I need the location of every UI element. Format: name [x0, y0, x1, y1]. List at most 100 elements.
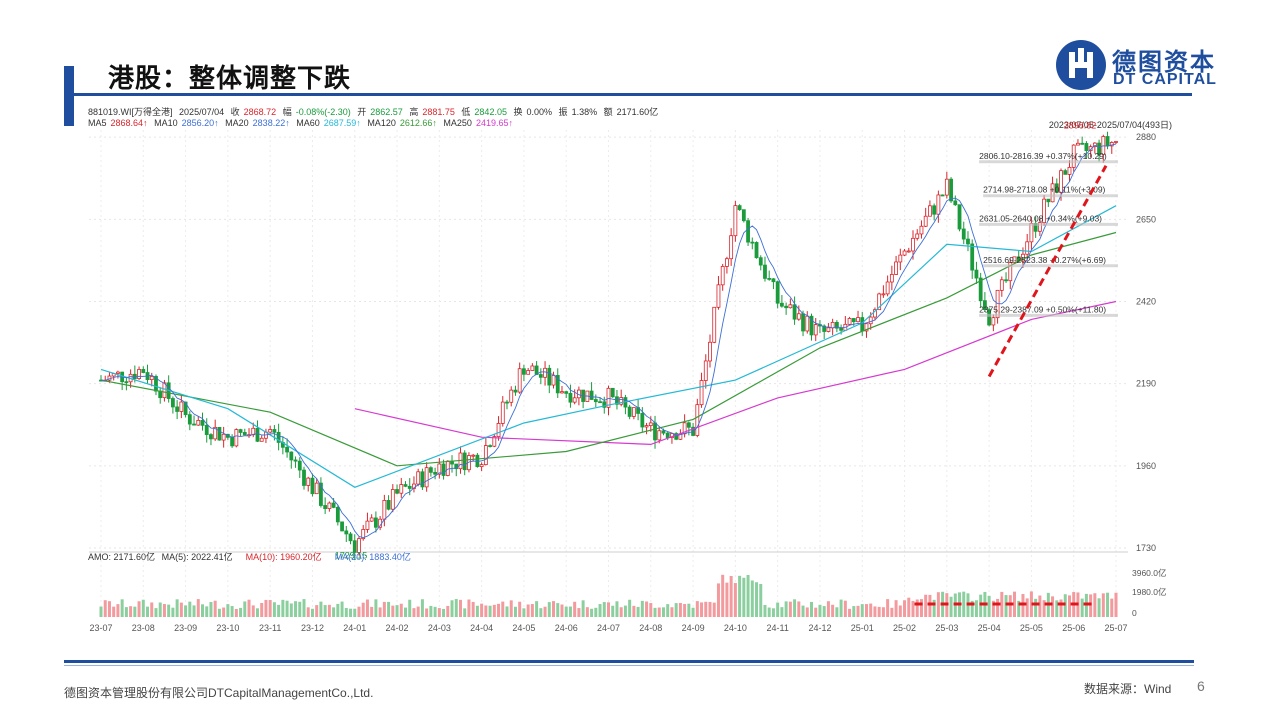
volume-bar: [374, 599, 378, 617]
candle-body: [801, 313, 805, 332]
footer-rule: [64, 660, 1194, 663]
candle-body: [352, 540, 357, 553]
candle-body: [796, 313, 801, 320]
volume-bar: [670, 607, 674, 617]
candle-body: [272, 429, 277, 433]
volume-bar: [974, 600, 978, 617]
volume-bar: [721, 574, 725, 617]
volume-bar: [222, 607, 226, 617]
candle-body: [999, 279, 1004, 291]
volume-bar: [230, 606, 234, 617]
volume-bar: [234, 608, 238, 617]
volume-bar: [856, 605, 860, 617]
candle-body: [1021, 253, 1025, 262]
volume-bar: [991, 600, 995, 617]
candle-body: [183, 401, 188, 416]
footer-rule-thin: [64, 665, 1194, 666]
volume-bar: [141, 599, 145, 617]
volume-bar: [1029, 591, 1033, 617]
candle-body: [720, 266, 725, 286]
volume-bar: [1080, 598, 1084, 617]
candle-body: [526, 370, 531, 375]
page-number: 6: [1197, 678, 1205, 694]
x-tick-label: 24-05: [512, 623, 535, 633]
volume-bar: [725, 582, 729, 617]
volume-bar: [678, 602, 682, 617]
candle-body: [974, 269, 979, 279]
volume-bar: [408, 599, 412, 617]
candle-body: [1071, 144, 1076, 168]
candle-body: [488, 445, 492, 447]
volume-bar: [201, 604, 204, 617]
x-tick-label: 24-11: [766, 623, 788, 633]
x-tick-label: 25-03: [935, 623, 958, 633]
volume-bar: [1038, 595, 1042, 617]
volume-bar: [116, 604, 120, 617]
candle-body: [513, 389, 518, 393]
volume-bar: [196, 599, 200, 617]
candle-body: [162, 382, 167, 399]
y-tick-label: 2650: [1136, 214, 1156, 224]
candle-body: [792, 304, 797, 320]
volume-bar: [552, 601, 556, 617]
candle-body: [708, 341, 712, 362]
volume-bar: [602, 602, 606, 617]
volume-bar: [416, 606, 420, 617]
x-tick-label: 24-09: [682, 623, 705, 633]
volume-bar: [869, 603, 873, 617]
candle-body: [889, 274, 894, 283]
candle-body: [302, 469, 306, 486]
candle-body: [149, 376, 154, 381]
candle-body: [293, 459, 298, 462]
candle-body: [725, 258, 729, 267]
candle-body: [361, 529, 366, 540]
volume-bar: [184, 605, 188, 617]
candle-body: [1054, 183, 1059, 193]
candle-body: [382, 500, 387, 520]
x-tick-label: 23-12: [301, 623, 324, 633]
candle-body: [944, 178, 949, 196]
volume-bar: [1106, 592, 1110, 617]
candle-body: [116, 371, 120, 374]
volume-bar: [784, 601, 788, 617]
volume-bar: [873, 606, 877, 617]
candle-body: [763, 264, 767, 279]
volume-bar: [463, 608, 467, 617]
candle-body: [1042, 198, 1047, 224]
ma10-name: MA10: [154, 118, 178, 128]
volume-bar: [158, 602, 162, 617]
candle-body: [894, 261, 898, 275]
turnover-label: 换: [513, 107, 523, 117]
volume-bar: [810, 601, 813, 617]
volume-bar: [251, 605, 255, 617]
quote-date: 2025/07/04: [179, 107, 225, 117]
fib-level-label: 2375.29-2387.09 +0.50%(+11.80): [979, 304, 1106, 314]
y-tick-label: 2420: [1136, 296, 1156, 306]
candle-body: [589, 390, 594, 400]
candle-body: [758, 257, 763, 266]
volume-bar: [666, 604, 670, 617]
volume-bar: [1034, 598, 1038, 617]
volume-bar: [1017, 600, 1021, 617]
candle-body: [598, 401, 602, 404]
candle-body: [137, 369, 141, 379]
candle-body: [593, 399, 598, 403]
volume-bar: [188, 601, 192, 617]
candle-body: [716, 284, 721, 308]
volume-bar: [429, 605, 433, 617]
volume-bar: [771, 608, 775, 617]
candle-body: [221, 433, 226, 441]
index-code: 881019.WI[万得全港]: [88, 107, 173, 117]
amount-value: 2171.60亿: [616, 107, 659, 117]
volume-bar: [636, 606, 640, 617]
volume-bar: [801, 605, 805, 617]
candle-body: [196, 420, 201, 426]
volume-bar: [365, 599, 369, 617]
volume-bar: [112, 606, 116, 617]
candle-body: [1097, 142, 1101, 155]
x-tick-label: 23-11: [259, 623, 281, 633]
fib-level-label: 2516.69-2523.38 +0.27%(+6.69): [983, 255, 1106, 265]
candle-body: [1084, 143, 1089, 151]
candle-body: [805, 315, 810, 332]
title-underline: [74, 93, 1192, 96]
